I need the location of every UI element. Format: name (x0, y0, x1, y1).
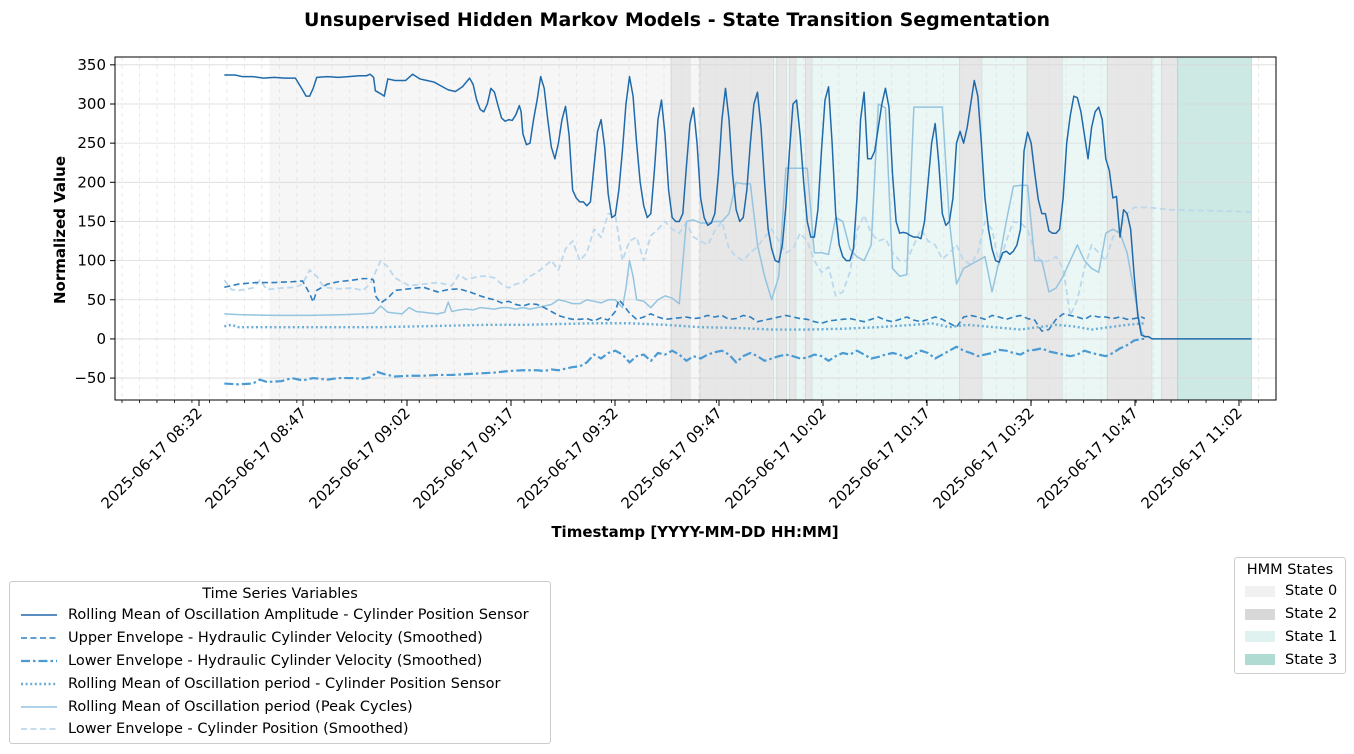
series-line-4 (224, 103, 1146, 338)
state-legend-swatch-3 (1245, 654, 1275, 666)
series-legend-item-5: Lower Envelope - Cylinder Position (Smoo… (10, 718, 550, 741)
series-legend-label-1: Upper Envelope - Hydraulic Cylinder Velo… (68, 630, 483, 647)
series-line-2 (224, 337, 1145, 386)
state-band-17 (1161, 56, 1179, 401)
y-axis-label: Normalized Value (51, 156, 69, 304)
series-legend: Time Series Variables Rolling Mean of Os… (9, 581, 551, 744)
hmm-state-bands (269, 56, 1252, 401)
series-legend-swatch-0 (21, 614, 57, 617)
state-band-14 (1061, 56, 1108, 401)
x-tick-label-6: 2025-06-17 10:02 (722, 404, 830, 512)
state-band-1 (670, 56, 691, 401)
states-legend-title: HMM States (1246, 562, 1334, 578)
y-tick-label-5: 200 (77, 173, 106, 191)
state-legend-label-3: State 3 (1285, 651, 1338, 668)
x-tick-label-8: 2025-06-17 10:32 (930, 404, 1038, 512)
states-legend: HMM States State 0 State 2 State 1 State 3 (1234, 557, 1346, 674)
state-band-4 (773, 56, 778, 401)
series-lines (223, 73, 1252, 386)
state-band-0 (269, 56, 672, 401)
series-legend-label-4: Rolling Mean of Oscillation period (Peak… (68, 698, 413, 715)
state-band-6 (786, 56, 790, 401)
state-legend-label-0: State 0 (1285, 583, 1338, 600)
plot-frame (114, 56, 1277, 401)
series-legend-label-5: Lower Envelope - Cylinder Position (Smoo… (68, 721, 409, 738)
series-legend-label-0: Rolling Mean of Oscillation Amplitude - … (68, 607, 529, 624)
x-tick-label-2: 2025-06-17 09:02 (306, 404, 414, 512)
series-legend-title: Time Series Variables (202, 586, 358, 602)
state-legend-swatch-1 (1245, 608, 1275, 620)
series-legend-swatch-3 (21, 682, 57, 685)
x-tick-label-10: 2025-06-17 11:02 (1138, 404, 1246, 512)
series-legend-label-3: Rolling Mean of Oscillation period - Cyl… (68, 675, 501, 692)
x-tick-label-7: 2025-06-17 10:17 (826, 404, 934, 512)
state-legend-item-1: State 2 (1235, 603, 1345, 626)
y-tick-label-6: 250 (77, 134, 106, 152)
state-band-18 (1177, 56, 1252, 401)
series-legend-item-4: Rolling Mean of Oscillation period (Peak… (10, 695, 550, 718)
state-legend-item-3: State 3 (1235, 648, 1345, 671)
series-line-3 (224, 322, 1145, 331)
series-legend-swatch-4 (21, 705, 57, 708)
y-tick-label-0: −50 (74, 369, 106, 387)
x-tick-label-9: 2025-06-17 10:47 (1034, 404, 1142, 512)
series-legend-swatch-5 (21, 728, 57, 731)
y-tick-label-2: 50 (87, 291, 106, 309)
x-tick-label-4: 2025-06-17 09:32 (514, 404, 622, 512)
state-legend-swatch-0 (1245, 585, 1275, 597)
series-legend-label-2: Lower Envelope - Hydraulic Cylinder Velo… (68, 652, 483, 669)
series-legend-item-2: Lower Envelope - Hydraulic Cylinder Velo… (10, 650, 550, 673)
x-axis-label: Timestamp [YYYY-MM-DD HH:MM] (551, 523, 838, 541)
series-legend-item-3: Rolling Mean of Oscillation period - Cyl… (10, 672, 550, 695)
x-tick-label-3: 2025-06-17 09:17 (410, 404, 518, 512)
y-tick-label-4: 150 (77, 212, 106, 230)
y-tick-label-3: 100 (77, 252, 106, 270)
y-tick-label-8: 350 (77, 56, 106, 74)
state-legend-item-0: State 0 (1235, 580, 1345, 603)
y-tick-label-7: 300 (77, 95, 106, 113)
grid (115, 57, 1276, 400)
x-tick-label-1: 2025-06-17 08:47 (202, 404, 310, 512)
series-legend-swatch-2 (21, 659, 57, 663)
state-legend-label-1: State 2 (1285, 606, 1338, 623)
state-legend-label-2: State 1 (1285, 628, 1338, 645)
series-line-5 (223, 206, 1252, 317)
series-legend-item-1: Upper Envelope - Hydraulic Cylinder Velo… (10, 627, 550, 650)
y-tick-label-1: 0 (96, 330, 106, 348)
chart-title: Unsupervised Hidden Markov Models - Stat… (304, 9, 1050, 31)
x-tick-label-5: 2025-06-17 09:47 (618, 404, 726, 512)
series-legend-item-0: Rolling Mean of Oscillation Amplitude - … (10, 604, 550, 627)
series-line-0 (224, 73, 1252, 340)
state-band-2 (689, 56, 701, 401)
series-legend-swatch-1 (21, 637, 57, 639)
x-tick-label-0: 2025-06-17 08:32 (98, 404, 206, 512)
state-band-15 (1106, 56, 1153, 401)
state-band-3 (699, 56, 774, 401)
state-legend-swatch-2 (1245, 631, 1275, 643)
y-axis: −50 0 50 100 150 200 250 300 350 (74, 56, 115, 387)
state-legend-item-2: State 1 (1235, 626, 1345, 649)
state-band-13 (1026, 56, 1063, 401)
